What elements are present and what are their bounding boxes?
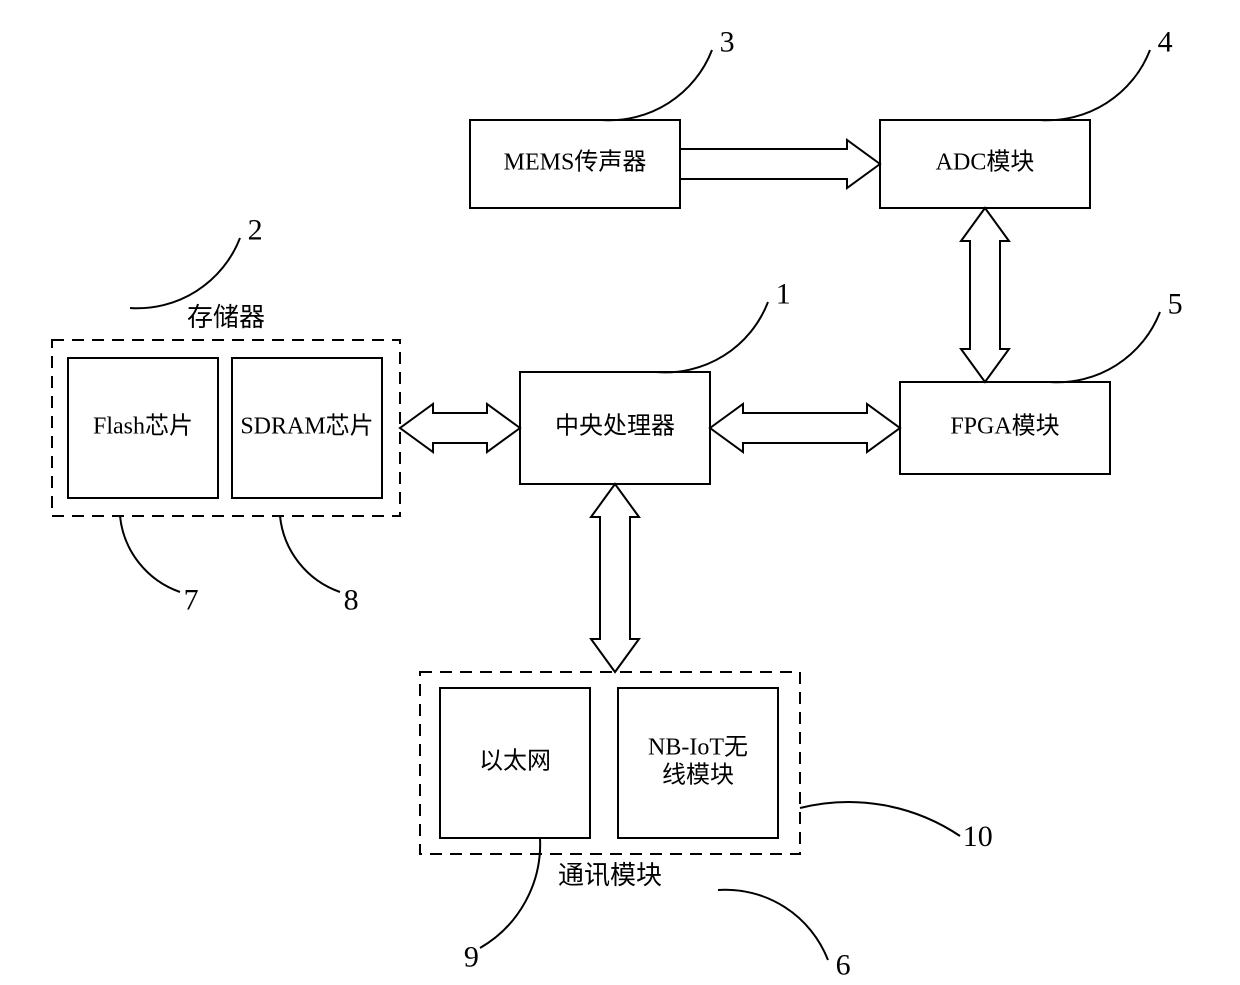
callout-10-number: 10 [963,820,993,853]
callout-6-leader [718,890,828,960]
callout-1-leader [656,302,768,372]
adc-label: ADC模块 [936,149,1035,176]
callout-9-number: 9 [464,941,479,974]
callout-4-leader [1040,50,1150,120]
arrow-adc_bottom-fpga_top [961,208,1009,382]
eth-label: 以太网 [479,748,551,775]
callout-3-leader [602,50,712,120]
mems-label: MEMS传声器 [504,149,647,176]
cpu-label: 中央处理器 [555,413,675,440]
arrow-storage_right-cpu_left [400,404,520,452]
comm-group-label: 通讯模块 [558,861,662,890]
fpga-label: FPGA模块 [950,413,1059,440]
callout-2-number: 2 [248,214,263,247]
arrow-cpu_bottom-comm_top [591,484,639,672]
callout-7-leader [120,516,180,592]
flash-label: Flash芯片 [93,413,193,440]
arrow-cpu_right-fpga_left [710,404,900,452]
nbiot-label-0: NB-IoT无 [648,735,748,761]
callout-8-leader [280,516,340,592]
block-diagram: 存储器通讯模块 中央处理器 MEMS传声器 ADC模块 FPGA模块 Flash芯片 SDR… [0,0,1240,985]
callout-5-leader [1050,312,1160,382]
callout-8-number: 8 [344,583,359,616]
storage-group-label: 存储器 [187,303,265,332]
callout-7-number: 7 [184,583,199,616]
callout-1-number: 1 [776,278,791,311]
callout-5-number: 5 [1168,288,1183,321]
nbiot-label-1: 线模块 [662,762,734,789]
callout-3-number: 3 [720,26,735,59]
arrow-mems_right-adc_left [680,140,880,188]
callout-6-number: 6 [836,948,851,981]
callout-4-number: 4 [1158,26,1173,59]
sdram-label: SDRAM芯片 [240,413,373,440]
callout-10-leader [800,802,960,836]
callout-2-leader [130,238,240,308]
